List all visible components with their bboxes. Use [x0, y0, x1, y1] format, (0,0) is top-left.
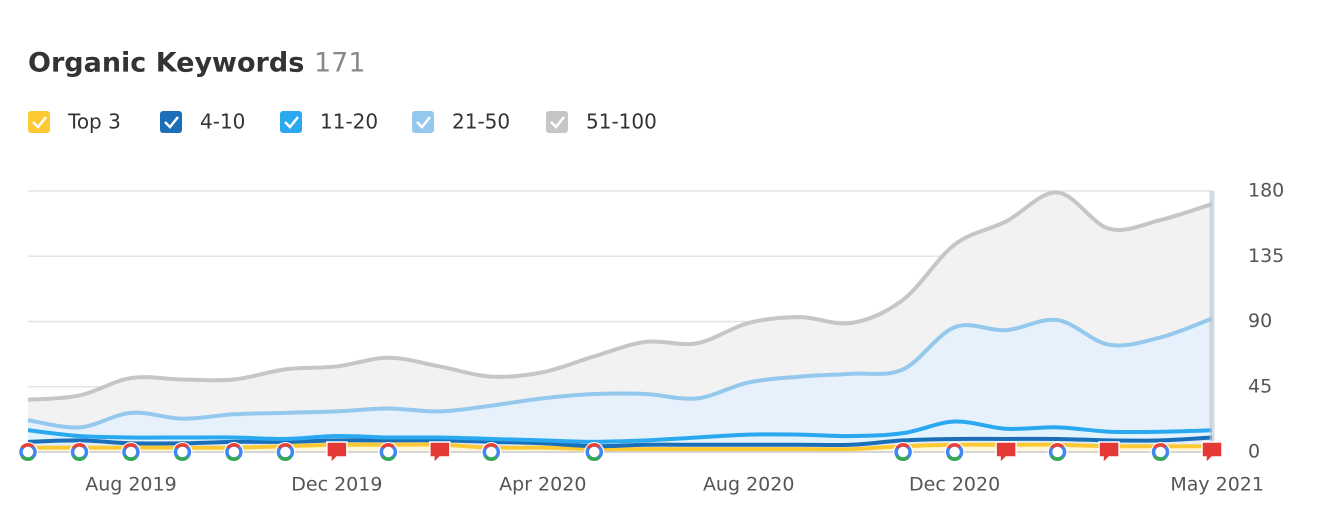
icon-arc: [226, 454, 241, 461]
icon-arc: [1050, 454, 1064, 461]
series-line: [27, 190, 1213, 402]
legend-item[interactable]: 51-100: [546, 110, 657, 134]
chart-title: Organic Keywords: [28, 48, 304, 79]
icon-arc: [586, 454, 601, 461]
icon-arc: [895, 443, 910, 450]
icon-arc: [226, 443, 241, 450]
legend-check: [32, 116, 47, 129]
legend-checkbox: [412, 111, 434, 133]
y-tick-label: 180: [1248, 180, 1284, 202]
x-tick-label: Aug 2020: [703, 474, 795, 496]
legend-check: [550, 116, 565, 129]
icon-arc: [380, 443, 395, 450]
legend-check: [416, 116, 431, 129]
icon-arc: [72, 454, 86, 461]
y-tick-label: 45: [1248, 375, 1272, 397]
legend-check: [284, 116, 299, 129]
google-update-icon[interactable]: [1047, 442, 1068, 462]
legend-label: 4-10: [200, 110, 245, 134]
legend-item[interactable]: Top 3: [28, 110, 121, 134]
series-line: [27, 435, 1213, 449]
y-tick-label: 135: [1248, 245, 1284, 267]
icon-arc: [72, 443, 86, 450]
icon-arc: [277, 443, 292, 450]
legend-item[interactable]: 4-10: [160, 110, 245, 134]
icon-arc: [586, 443, 601, 450]
icon-arc: [483, 454, 498, 461]
icon-arc: [123, 443, 138, 450]
note-icon[interactable]: [429, 441, 451, 465]
x-tick-label: Aug 2019: [85, 474, 177, 496]
legend-item[interactable]: 11-20: [280, 110, 378, 134]
icon-arc: [174, 454, 189, 461]
icon-arc: [380, 454, 395, 461]
area: [28, 318, 1212, 442]
icon-arc: [1153, 443, 1167, 450]
google-update-icon[interactable]: [1150, 442, 1171, 462]
y-tick-label: 0: [1248, 441, 1260, 463]
legend-label: 51-100: [586, 110, 657, 134]
google-update-icon[interactable]: [584, 442, 605, 462]
google-update-icon[interactable]: [69, 442, 90, 462]
x-tick-label: May 2021: [1170, 474, 1264, 496]
google-update-icon[interactable]: [18, 442, 38, 462]
x-tick-label: Dec 2019: [291, 474, 382, 496]
icon-arc: [895, 454, 910, 461]
icon-arc: [1050, 443, 1064, 450]
google-update-icon[interactable]: [223, 442, 244, 462]
icon-arc: [174, 443, 189, 450]
legend-check: [164, 116, 179, 129]
legend-checkbox: [546, 111, 568, 133]
legend-label: Top 3: [67, 110, 121, 134]
legend-label: 11-20: [320, 110, 378, 134]
google-update-icon[interactable]: [275, 442, 296, 462]
icon-arc: [20, 454, 35, 461]
google-update-icon[interactable]: [944, 442, 965, 462]
google-update-icon[interactable]: [893, 442, 914, 462]
y-tick-label: 90: [1248, 310, 1272, 332]
x-tick-label: Dec 2020: [909, 474, 1000, 496]
icon-arc: [123, 454, 138, 461]
legend-item[interactable]: 21-50: [412, 110, 510, 134]
legend-checkbox: [160, 111, 182, 133]
google-update-icon[interactable]: [481, 442, 502, 462]
note-icon[interactable]: [1098, 441, 1120, 465]
note-icon[interactable]: [995, 441, 1017, 465]
icon-arc: [947, 443, 961, 450]
icon-arc: [20, 443, 35, 450]
icon-arc: [947, 454, 961, 461]
icon-arc: [277, 454, 292, 461]
note-icon[interactable]: [1201, 441, 1223, 465]
google-update-icon[interactable]: [172, 442, 193, 462]
legend-checkbox: [28, 111, 50, 133]
series-line: [27, 419, 1213, 444]
note-icon[interactable]: [326, 441, 348, 465]
series-line: [27, 316, 1213, 430]
icon-arc: [483, 443, 498, 450]
google-update-icon[interactable]: [120, 442, 141, 462]
x-tick-label: Apr 2020: [499, 474, 586, 496]
google-update-icon[interactable]: [378, 442, 399, 462]
legend-label: 21-50: [452, 110, 510, 134]
legend-checkbox: [280, 111, 302, 133]
icon-arc: [1153, 454, 1167, 461]
total-count: 171: [314, 48, 366, 79]
